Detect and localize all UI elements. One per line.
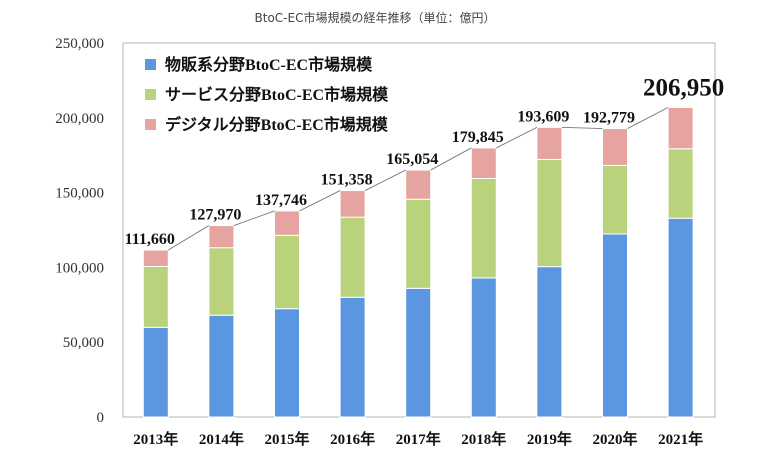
bar-segment-series-1 [274, 308, 300, 418]
total-label: 165,054 [386, 151, 438, 168]
y-tick-label: 50,000 [63, 335, 104, 351]
y-tick-label: 200,000 [55, 111, 104, 127]
bar-segment-series-2 [405, 198, 432, 289]
bar-segment-series-1 [536, 266, 563, 418]
x-tick-label: 2017年 [396, 430, 441, 448]
x-tick-label: 2019年 [527, 430, 572, 448]
bar-segment-series-2 [274, 234, 300, 310]
total-connector-line [233, 210, 275, 226]
bar-segment-series-3 [667, 106, 694, 150]
legend-label: サービス分野BtoC-EC市場規模 [165, 85, 389, 104]
total-label: 151,358 [321, 172, 373, 189]
total-label: 192,779 [583, 110, 635, 127]
total-connector-line [364, 169, 406, 191]
x-axis: 2013年 2014年 2015年 2016年 2017年 2018年 2019年 2020年… [133, 430, 703, 448]
x-tick-label: 2018年 [461, 430, 506, 448]
bar-segment-series-2 [142, 265, 169, 328]
y-tick-label: 100,000 [55, 260, 104, 276]
bar-segment-series-1 [405, 287, 432, 418]
y-axis: 0 50,000 100,000 150,000 200,000 250,000 [55, 36, 104, 426]
legend-swatch [145, 59, 156, 70]
y-tick-label: 0 [97, 410, 105, 426]
bar-segment-series-3 [470, 147, 497, 179]
bar-segment-series-3 [536, 126, 563, 160]
total-connectors [168, 107, 669, 251]
total-connector-line [561, 126, 603, 130]
bar-segment-series-3 [208, 225, 235, 249]
total-connector-line [627, 107, 669, 130]
legend-label: 物販系分野BtoC-EC市場規模 [165, 55, 373, 74]
x-tick-label: 2016年 [330, 430, 375, 448]
bar-segment-series-3 [602, 128, 628, 166]
bars [142, 106, 694, 418]
bar-segment-series-1 [208, 314, 235, 418]
chart-title: BtoC-EC市場規模の経年推移（単位：億円） [255, 10, 496, 25]
x-tick-label: 2021年 [658, 430, 703, 448]
legend-swatch [145, 119, 156, 130]
bar-segment-series-2 [208, 247, 235, 316]
bar-segment-series-2 [667, 148, 694, 219]
bar-segment-series-2 [602, 164, 628, 235]
total-label: 127,970 [189, 207, 241, 224]
x-tick-label: 2020年 [592, 430, 637, 448]
x-tick-label: 2013年 [133, 430, 178, 448]
bar-segment-series-3 [142, 249, 169, 267]
bar-segment-series-1 [339, 296, 366, 418]
bar-segment-series-1 [602, 233, 628, 418]
y-tick-label: 250,000 [55, 36, 104, 52]
bar-segment-series-3 [339, 190, 366, 218]
x-tick-label: 2014年 [199, 430, 244, 448]
total-label: 193,609 [517, 108, 569, 125]
y-tick-label: 150,000 [55, 186, 104, 202]
bar-segment-series-1 [470, 277, 497, 418]
total-label: 179,845 [452, 129, 504, 146]
bar-segment-series-2 [339, 216, 366, 298]
bar-segment-series-1 [142, 326, 169, 418]
legend-swatch [145, 89, 156, 100]
bar-segment-series-1 [667, 217, 694, 418]
total-connector-line [168, 225, 210, 251]
total-label: 206,950 [643, 74, 724, 101]
x-tick-label: 2015年 [264, 430, 309, 448]
total-label: 137,746 [255, 192, 307, 209]
legend: 物販系分野BtoC-EC市場規模サービス分野BtoC-EC市場規模デジタル分野B… [145, 55, 389, 134]
total-connector-line [299, 190, 341, 212]
legend-label: デジタル分野BtoC-EC市場規模 [165, 115, 389, 134]
bar-segment-series-3 [274, 210, 300, 236]
bar-segment-series-3 [405, 169, 432, 200]
bar-segment-series-2 [536, 158, 563, 268]
total-connector-line [430, 147, 472, 171]
total-label: 111,660 [125, 231, 175, 248]
total-labels: 111,660 127,970 137,746 151,358 165,054 179,8… [125, 74, 725, 248]
total-connector-line [496, 126, 538, 149]
bar-segment-series-2 [470, 177, 497, 279]
